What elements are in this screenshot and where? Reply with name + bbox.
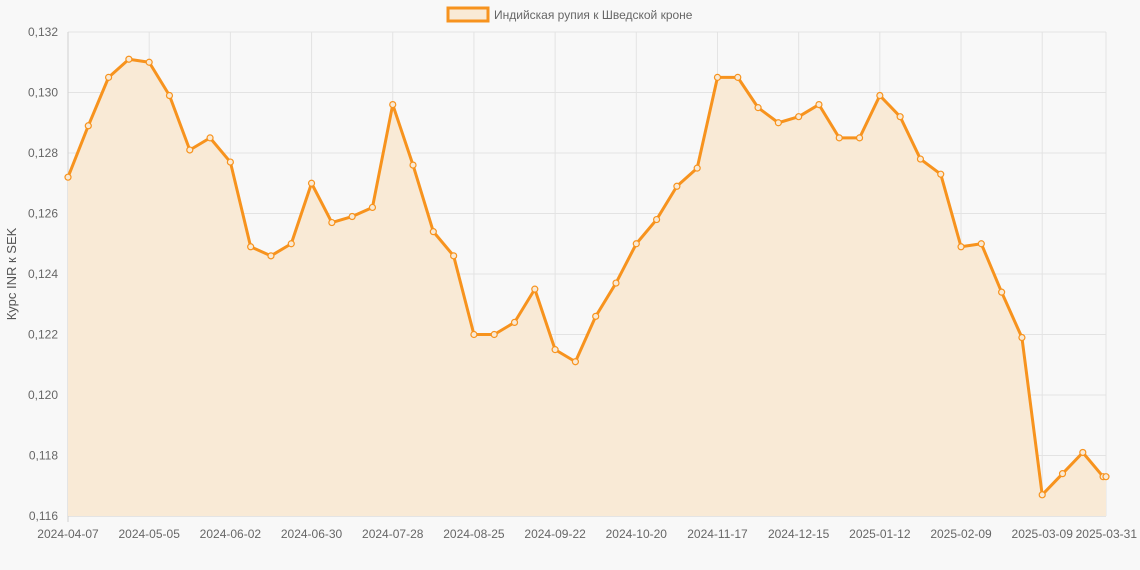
data-point — [713, 73, 722, 81]
y-tick-label: 0,130 — [28, 86, 58, 100]
y-tick-label: 0,122 — [28, 328, 58, 342]
area-fill-layer — [68, 59, 1106, 516]
area-fill — [68, 59, 1106, 516]
y-axis-ticks: 0,132 0,130 0,128 0,126 0,124 0,122 0,120 0,118… — [28, 25, 58, 523]
data-point — [328, 218, 336, 227]
data-point — [957, 243, 965, 251]
legend-label[interactable]: Индийская рупия к Шведской кроне — [494, 8, 693, 22]
series-points-layer — [64, 55, 1110, 499]
data-point — [409, 161, 417, 169]
y-tick-label: 0,120 — [28, 388, 58, 402]
data-point — [652, 215, 661, 224]
data-point — [551, 346, 559, 354]
data-point — [734, 73, 742, 81]
y-tick-label: 0,116 — [29, 509, 58, 523]
data-point — [145, 58, 153, 66]
x-tick-label: 2025-02-09 — [930, 527, 992, 541]
data-point — [267, 252, 275, 260]
y-axis-title: Курс INR к SEK — [4, 227, 19, 320]
x-tick-label: 2024-04-07 — [37, 527, 99, 541]
y-tick-label: 0,118 — [29, 449, 58, 463]
data-point — [1018, 333, 1026, 342]
data-point — [977, 240, 985, 248]
y-tick-label: 0,128 — [28, 146, 58, 160]
data-point — [592, 312, 600, 320]
data-point — [876, 91, 884, 100]
legend[interactable]: Индийская рупия к Шведской кроне — [446, 6, 693, 23]
data-point — [165, 91, 174, 100]
data-point — [815, 100, 823, 109]
data-point — [389, 100, 397, 109]
data-point — [470, 330, 478, 339]
data-point — [1102, 473, 1110, 481]
x-tick-label: 2024-05-05 — [118, 527, 180, 541]
data-point — [104, 73, 113, 81]
x-tick-label: 2025-03-09 — [1012, 527, 1074, 541]
y-tick-label: 0,124 — [28, 267, 58, 281]
data-point — [1058, 470, 1067, 478]
data-point — [795, 113, 803, 121]
data-point — [490, 330, 498, 339]
x-tick-label: 2024-11-17 — [687, 527, 748, 541]
data-point — [125, 55, 133, 63]
x-axis-ticks: 2024-04-07 2024-05-05 2024-06-02 2024-06-30… — [37, 527, 1137, 541]
data-point — [368, 203, 377, 212]
x-tick-label: 2024-07-28 — [362, 527, 424, 541]
data-point — [754, 104, 762, 112]
data-point — [531, 285, 539, 293]
x-tick-label: 2025-01-12 — [849, 527, 911, 541]
data-point — [571, 358, 580, 366]
x-tick-label: 2024-09-22 — [524, 527, 586, 541]
x-tick-label: 2025-03-31 — [1076, 527, 1138, 541]
data-point — [64, 173, 72, 181]
x-tick-label: 2024-08-25 — [443, 527, 505, 541]
data-point — [855, 134, 864, 142]
data-point — [673, 182, 681, 190]
data-point — [998, 288, 1006, 296]
data-point — [206, 134, 214, 142]
data-point — [226, 158, 234, 166]
y-tick-label: 0,132 — [28, 25, 58, 39]
x-tick-label: 2024-12-15 — [768, 527, 830, 541]
data-point — [1079, 448, 1087, 457]
x-tick-label: 2024-10-20 — [606, 527, 668, 541]
x-tick-label: 2024-06-30 — [281, 527, 343, 541]
data-point — [896, 113, 904, 121]
data-point — [612, 279, 620, 287]
legend-swatch[interactable] — [446, 6, 490, 23]
data-point — [916, 155, 925, 163]
data-point — [510, 318, 519, 326]
data-point — [632, 240, 640, 248]
data-point — [835, 134, 843, 142]
data-point — [247, 243, 255, 251]
data-point — [693, 164, 701, 172]
data-point — [307, 179, 316, 187]
x-tick-label: 2024-06-02 — [200, 527, 262, 541]
data-point — [1038, 491, 1046, 499]
data-point — [774, 119, 782, 127]
data-point — [287, 240, 295, 248]
y-tick-label: 0,126 — [28, 207, 58, 221]
data-point — [429, 228, 437, 236]
data-point — [186, 146, 194, 154]
data-point — [450, 252, 458, 260]
data-point — [84, 122, 92, 130]
data-point — [937, 170, 945, 178]
data-point — [348, 212, 356, 221]
